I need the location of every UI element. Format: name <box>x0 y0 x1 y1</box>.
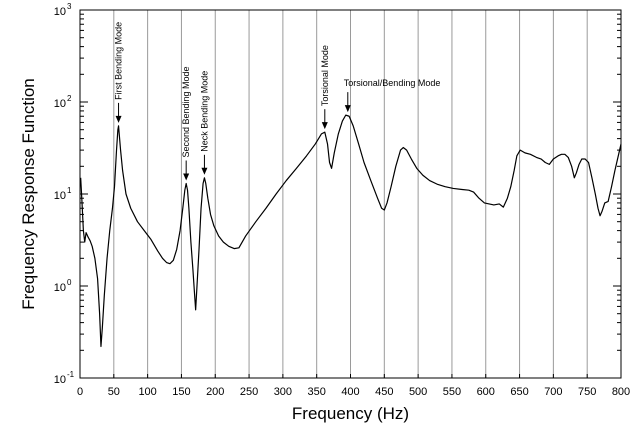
y-axis-title: Frequency Response Function <box>19 78 38 310</box>
x-tick-label: 0 <box>77 386 83 398</box>
x-tick-label: 100 <box>138 386 156 398</box>
x-tick-label: 500 <box>409 386 427 398</box>
x-tick-label: 750 <box>578 386 596 398</box>
x-tick-label: 300 <box>274 386 292 398</box>
y-tick-label: 10 <box>54 190 66 202</box>
annotation-label: Torsional/Bending Mode <box>344 78 441 88</box>
x-tick-label: 200 <box>206 386 224 398</box>
annotation-label: First Bending Mode <box>114 22 124 100</box>
x-tick-label: 800 <box>612 386 630 398</box>
frf-series-line <box>80 114 622 348</box>
y-tick-label: 10 <box>54 374 66 386</box>
x-tick-label: 150 <box>172 386 190 398</box>
x-tick-label: 350 <box>308 386 326 398</box>
x-tick-label: 250 <box>240 386 258 398</box>
series-layer <box>80 114 622 348</box>
y-tick-label: 10 <box>54 282 66 294</box>
annotation-label: Torsional Mode <box>320 45 330 106</box>
y-tick-label: 10 <box>54 98 66 110</box>
x-tick-label: 50 <box>108 386 120 398</box>
y-tick-label: 10 <box>54 6 66 18</box>
x-tick-label: 400 <box>341 386 359 398</box>
y-tick-exponent: 0 <box>67 278 72 287</box>
annotation-layer: First Bending Mode Second Bending Mode Nec… <box>114 22 441 181</box>
x-tick-label: 600 <box>477 386 495 398</box>
annotation-label: Second Bending Mode <box>181 66 191 157</box>
y-tick-exponent: -1 <box>67 370 75 379</box>
x-tick-label: 650 <box>510 386 528 398</box>
annotation-arrow-head <box>183 173 190 181</box>
grid-layer <box>113 10 588 378</box>
y-tick-exponent: 3 <box>67 2 72 11</box>
annotation-arrow-head <box>201 167 208 175</box>
x-tick-label: 700 <box>544 386 562 398</box>
annotation-arrow-head <box>115 115 122 123</box>
y-tick-exponent: 2 <box>67 94 72 103</box>
annotation-arrow-head <box>321 122 328 130</box>
annotation-arrow-head <box>344 105 351 113</box>
ticks-layer: 0 50 100 150 200 250 300 350 400 450 500 550 600 650 7… <box>54 2 630 398</box>
x-tick-label: 450 <box>375 386 393 398</box>
x-tick-label: 550 <box>443 386 461 398</box>
x-axis-title: Frequency (Hz) <box>292 404 409 423</box>
annotation-label: Neck Bending Mode <box>199 71 209 152</box>
y-tick-exponent: 1 <box>67 186 72 195</box>
